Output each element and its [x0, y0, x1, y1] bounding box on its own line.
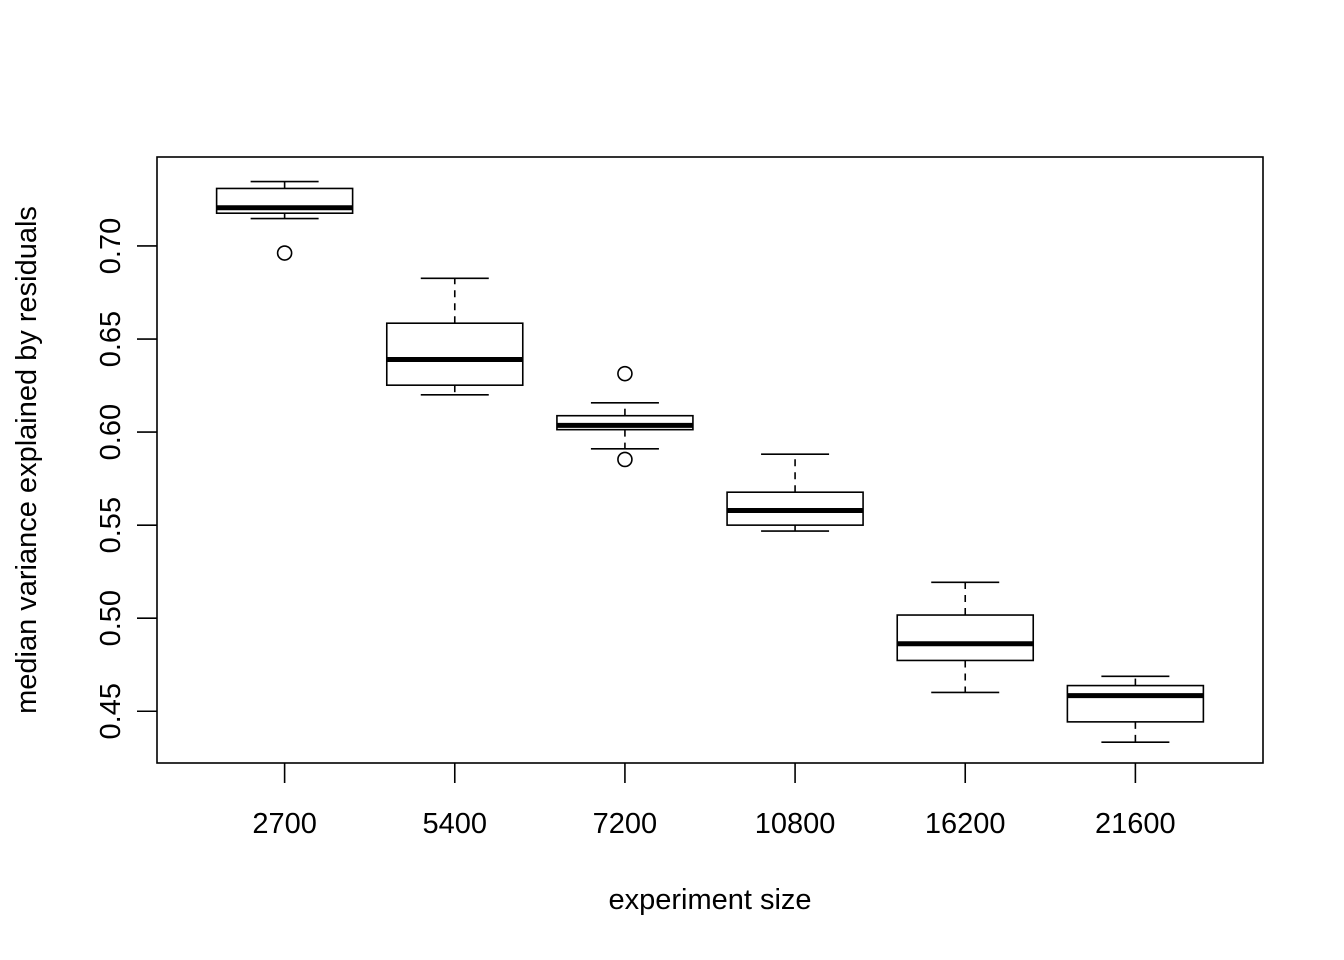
y-tick-label: 0.55 [95, 497, 127, 553]
y-tick-label: 0.50 [95, 590, 127, 646]
x-tick-label: 21600 [1095, 808, 1176, 840]
chart-marks [215, 180, 1205, 743]
box-21600 [1066, 675, 1205, 743]
iqr-box [896, 614, 1035, 662]
x-tick-label: 2700 [252, 808, 317, 840]
box-7200 [556, 365, 694, 468]
iqr-box [385, 322, 524, 386]
iqr-box [1066, 684, 1205, 723]
y-tick-label: 0.65 [95, 311, 127, 367]
outlier-point [617, 365, 633, 382]
box-2700 [215, 180, 354, 261]
plot-frame [156, 156, 1264, 764]
x-tick-label: 16200 [925, 808, 1006, 840]
x-tick-label: 7200 [593, 808, 658, 840]
outlier-point [617, 451, 633, 468]
x-axis-title: experiment size [608, 884, 811, 916]
chart-axes: 2700 5400 7200 10800 16200 21600 0.45 0.50 0.55 0… [95, 218, 1176, 840]
box-16200 [896, 581, 1035, 694]
y-tick-label: 0.60 [95, 404, 127, 460]
y-tick-label: 0.70 [95, 218, 127, 274]
y-axis-title: median variance explained by residuals [11, 206, 43, 714]
outlier-point [276, 245, 293, 261]
box-5400 [385, 277, 524, 396]
x-tick-label: 5400 [423, 808, 488, 840]
x-tick-label: 10800 [755, 808, 836, 840]
y-tick-label: 0.45 [95, 683, 127, 739]
box-10800 [726, 453, 864, 532]
